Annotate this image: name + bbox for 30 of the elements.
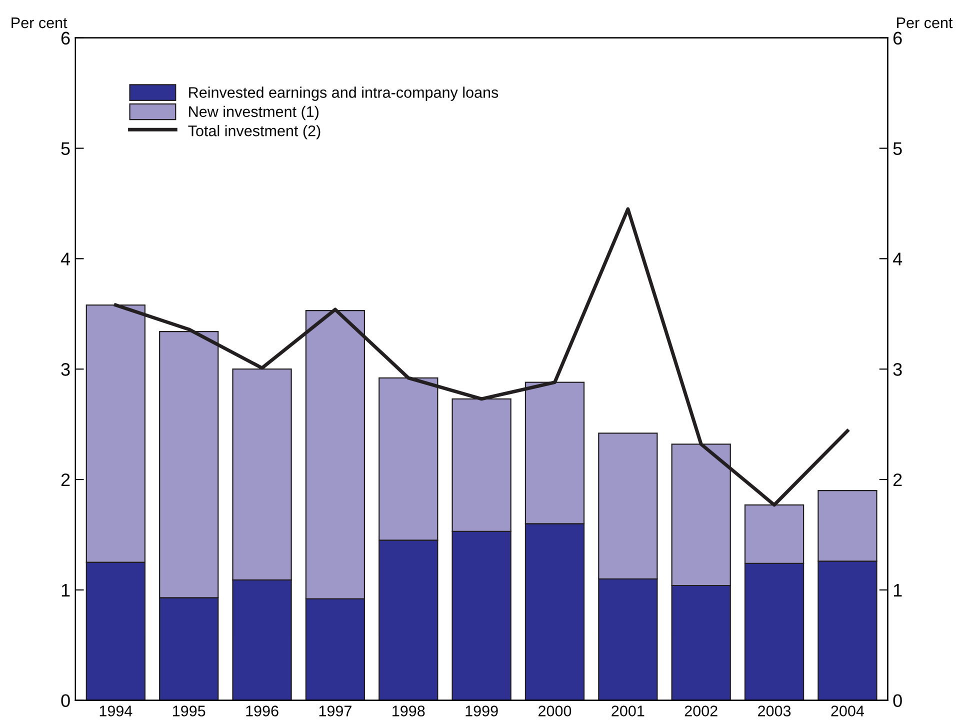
x-tick-label: 1997	[319, 706, 352, 716]
y2-tick-label: 5	[893, 142, 902, 155]
legend-label: New investment (1)	[189, 106, 318, 120]
y2-tick-label: 2	[893, 473, 902, 486]
y-axis-title: Per cent	[12, 18, 68, 28]
x-tick-label: 2001	[612, 706, 644, 716]
x-tick-label: 1995	[173, 706, 206, 716]
y-tick-label: 5	[61, 142, 70, 155]
legend-label: Total investment (2)	[188, 125, 320, 140]
x-tick-label: 2000	[538, 706, 572, 716]
y-tick-label: 0	[61, 694, 70, 708]
y2-tick-label: 6	[893, 32, 902, 45]
y-tick-label: 2	[61, 473, 70, 486]
y-tick-label: 6	[61, 32, 70, 45]
y-tick-label: 1	[62, 584, 70, 596]
x-tick-label: 1998	[392, 706, 425, 716]
x-tick-label: 2003	[758, 706, 791, 716]
x-tick-label: 2004	[831, 706, 864, 716]
y2-axis-title: Per cent	[897, 18, 953, 28]
legend-label: Reinvested earnings and intra-company loans	[189, 86, 498, 101]
x-tick-label: 1996	[246, 706, 278, 716]
y-tick-label: 4	[60, 252, 70, 266]
y2-tick-label: 1	[894, 584, 902, 596]
x-tick-label: 1999	[466, 706, 498, 716]
y2-tick-label: 0	[893, 694, 902, 708]
y2-tick-label: 3	[893, 363, 902, 376]
y2-tick-label: 4	[892, 252, 902, 266]
x-tick-label: 1994	[100, 706, 132, 716]
x-tick-label: 2002	[684, 706, 718, 716]
y-tick-label: 3	[61, 363, 70, 376]
